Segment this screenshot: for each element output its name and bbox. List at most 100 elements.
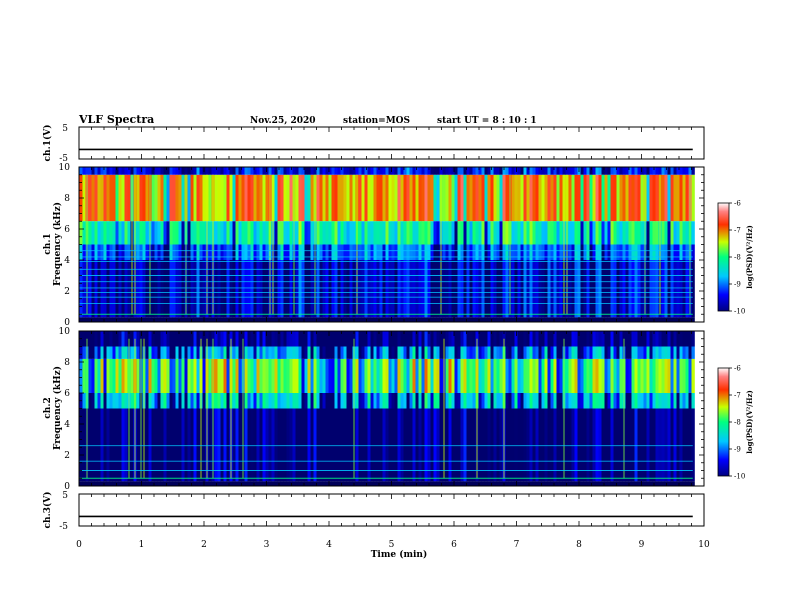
- ch1-spectrogram-cell: [553, 317, 557, 322]
- ch2-spectrogram-cell: [79, 408, 83, 482]
- ch2-spectrogram-cell: [505, 346, 509, 359]
- ch1-spectrogram-cell: [226, 174, 230, 222]
- ch1-spectrogram-cell: [442, 260, 446, 318]
- ch2-spectrogram-cell: [682, 393, 686, 409]
- ch2-spectrogram-cell: [550, 346, 554, 359]
- ch1-spectrogram-cell: [514, 260, 518, 318]
- ch2-spectrogram-cell: [532, 408, 536, 482]
- ch1-spectrogram-cell: [346, 221, 350, 245]
- ch2-spectrogram-cell: [571, 481, 575, 486]
- ch1-spectrogram-time-column: [517, 167, 521, 322]
- ch2-spectrogram-cell: [436, 358, 440, 393]
- ch1-spectrogram-cell: [520, 174, 524, 222]
- ch1-spectrogram-cell: [463, 167, 467, 175]
- ch1-spectrogram-cell: [544, 167, 548, 175]
- ch1-spectrogram-cell: [472, 174, 476, 222]
- ch2-spectrogram-cell: [358, 393, 362, 409]
- ch1-spectrogram-time-column: [520, 167, 524, 322]
- ch2-spectrogram-cell: [97, 358, 101, 393]
- ch2-spectrogram-ytick-label: 6: [64, 389, 70, 399]
- ch2-spectrogram-time-column: [154, 331, 158, 486]
- ch1-spectrogram-cell: [448, 174, 452, 222]
- ch1-spectrogram-cell: [481, 221, 485, 245]
- ch2-spectrogram-cell: [202, 346, 206, 359]
- ch1-spectrogram-cell: [484, 317, 488, 322]
- ch2-spectrogram-cell: [553, 358, 557, 393]
- ch2-spectrogram-cell: [310, 393, 314, 409]
- ch2-spectrogram-time-column: [274, 331, 278, 486]
- ch1-spectrogram-time-column: [100, 167, 104, 322]
- ch2-spectrogram-cell: [394, 346, 398, 359]
- ch1-spectrogram-cell: [352, 221, 356, 245]
- ch2-spectrogram-cell: [421, 331, 425, 347]
- ch2-spectrogram-cell: [409, 408, 413, 482]
- ch2-spectrogram-cell: [628, 358, 632, 393]
- ch2-spectrogram-cell: [322, 408, 326, 482]
- ch1-spectrogram-cell: [367, 244, 371, 260]
- ch2-spectrogram-cell: [421, 408, 425, 482]
- ch2-spectrogram-cell: [478, 346, 482, 359]
- ch2-spectrogram-cell: [346, 408, 350, 482]
- ch1-spectrogram-cell: [604, 221, 608, 245]
- ch1-spectrogram-cell: [154, 317, 158, 322]
- ch2-spectrogram-cell: [328, 346, 332, 359]
- ch2-spectrogram-cell: [319, 393, 323, 409]
- ch2-spectrogram-cell: [613, 331, 617, 347]
- ch2-spectrogram-time-column: [553, 331, 557, 486]
- ch1-spectrogram-cell: [178, 260, 182, 318]
- ch2-spectrogram-cell: [376, 408, 380, 482]
- ch1-spectrogram-cell: [628, 221, 632, 245]
- ch1-spectrogram-cell: [592, 167, 596, 175]
- ch2-spectrogram-time-column: [97, 331, 101, 486]
- ch1-spectrogram-cell: [442, 174, 446, 222]
- ch1-spectrogram-cell: [436, 260, 440, 318]
- ch1-spectrogram-cell: [124, 244, 128, 260]
- ch1-spectrogram-cell: [94, 260, 98, 318]
- ch2-spectrogram-cell: [481, 358, 485, 393]
- ch1-spectrogram-cell: [97, 244, 101, 260]
- ch1-spectrogram-cell: [415, 221, 419, 245]
- ch1-spectrogram-cell: [346, 317, 350, 322]
- ch2-spectrogram-cell: [238, 393, 242, 409]
- ch2-spectrogram-cell: [223, 331, 227, 347]
- ch1-spectrogram-cell: [385, 244, 389, 260]
- ch2-spectrogram-cell: [529, 358, 533, 393]
- ch1-spectrogram-cell: [232, 244, 236, 260]
- ch1-spectrogram-cell: [367, 174, 371, 222]
- ch1-spectrogram-cell: [505, 221, 509, 245]
- ch2-spectrogram-cell: [277, 393, 281, 409]
- ch2-spectrogram-time-column: [376, 331, 380, 486]
- ch2-spectrogram-cell: [250, 481, 254, 486]
- ch1-spectrogram-cell: [238, 221, 242, 245]
- ch1-spectrogram-cell: [421, 317, 425, 322]
- ch1-spectrogram-cell: [661, 317, 665, 322]
- ch1-spectrogram-cell: [184, 167, 188, 175]
- ch2-spectrogram-cell: [415, 358, 419, 393]
- ch2-spectrogram-cell: [277, 346, 281, 359]
- ch2-spectrogram-cell: [238, 331, 242, 347]
- ch1-spectrogram-cell: [409, 317, 413, 322]
- ch2-spectrogram-cell: [325, 393, 329, 409]
- ch1-spectrogram-time-column: [481, 167, 485, 322]
- ch1-spectrogram-cell: [520, 221, 524, 245]
- ch2-spectrogram-cell: [499, 346, 503, 359]
- ch2-spectrogram-cell: [340, 358, 344, 393]
- ch2-spectrogram-cell: [334, 408, 338, 482]
- ch2-spectrogram-cell: [625, 331, 629, 347]
- ch2-spectrogram-cell: [358, 331, 362, 347]
- ch2-spectrogram-time-column: [610, 331, 614, 486]
- ch1-spectrogram-cell: [283, 174, 287, 222]
- ch2-spectrogram-cell: [637, 331, 641, 347]
- ch1-spectrogram-cell: [385, 260, 389, 318]
- ch1-ytick-bottom: -5: [59, 154, 68, 164]
- ch1-spectrogram-cell: [244, 174, 248, 222]
- ch1-colorbar-tick-label: -8: [734, 254, 741, 262]
- ch1-spectrogram-cell: [574, 317, 578, 322]
- ch1-spectrogram-cell: [307, 221, 311, 245]
- ch2-spectrogram-cell: [292, 393, 296, 409]
- ch1-spectrogram-cell: [400, 244, 404, 260]
- ch2-spectrogram-cell: [325, 358, 329, 393]
- ch2-spectrogram-sferic-streak: [563, 338, 565, 479]
- ch1-spectrogram-cell: [175, 221, 179, 245]
- ch1-spectrogram-cell: [619, 221, 623, 245]
